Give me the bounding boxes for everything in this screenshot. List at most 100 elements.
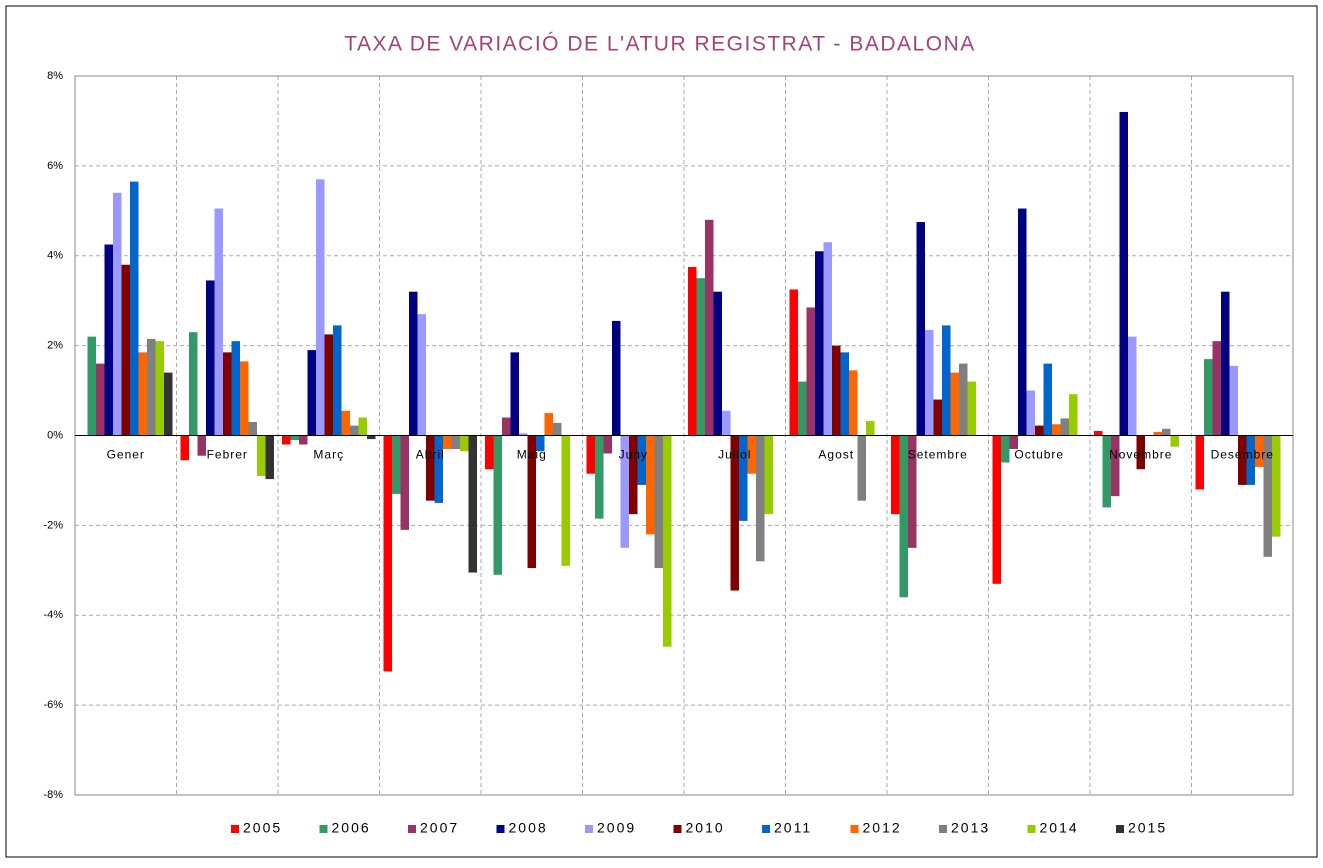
bar bbox=[595, 435, 604, 519]
bar bbox=[1246, 435, 1255, 485]
bar bbox=[1153, 431, 1162, 436]
legend-label: 2015 bbox=[1128, 820, 1167, 836]
bar bbox=[240, 361, 249, 436]
legend-label: 2006 bbox=[332, 820, 371, 836]
legend-swatch bbox=[585, 825, 593, 833]
bar bbox=[1128, 336, 1137, 436]
bar bbox=[1119, 111, 1128, 436]
bar bbox=[908, 435, 917, 548]
bar bbox=[1069, 394, 1078, 436]
bar bbox=[316, 179, 325, 436]
x-tick-label: Agost bbox=[818, 448, 854, 462]
bar bbox=[265, 435, 274, 480]
bar bbox=[392, 435, 401, 494]
bar bbox=[1001, 435, 1010, 463]
bar bbox=[341, 410, 350, 436]
bar bbox=[739, 435, 748, 521]
bar bbox=[959, 363, 968, 436]
bar bbox=[840, 352, 849, 436]
bar bbox=[417, 314, 426, 436]
bar bbox=[324, 334, 333, 436]
bar bbox=[553, 422, 562, 436]
y-tick-label: 8% bbox=[47, 70, 63, 82]
bar bbox=[1238, 435, 1247, 485]
bar bbox=[197, 435, 206, 456]
bar bbox=[223, 352, 232, 436]
bar bbox=[832, 345, 841, 436]
x-tick-label: Abril bbox=[416, 448, 445, 462]
bar bbox=[925, 329, 934, 436]
bar bbox=[916, 222, 925, 436]
bar bbox=[1255, 435, 1264, 467]
bar bbox=[443, 435, 452, 449]
bar bbox=[96, 363, 105, 436]
bar bbox=[899, 435, 908, 598]
legend-label: 2011 bbox=[774, 820, 812, 836]
bar bbox=[214, 208, 223, 436]
legend-swatch bbox=[319, 825, 328, 833]
bar bbox=[933, 399, 942, 436]
bar bbox=[950, 372, 959, 436]
legend-label: 2013 bbox=[951, 820, 990, 836]
y-tick-label: -2% bbox=[43, 519, 63, 531]
bar bbox=[764, 435, 773, 515]
legend-swatch bbox=[408, 825, 416, 833]
bar bbox=[87, 336, 96, 436]
legend-label: 2008 bbox=[509, 820, 548, 836]
x-tick-label: Març bbox=[313, 448, 344, 462]
x-tick-label: Desembre bbox=[1211, 448, 1274, 462]
bar bbox=[1212, 341, 1221, 436]
legend-swatch bbox=[231, 825, 239, 833]
bar bbox=[485, 435, 494, 470]
x-tick-label: Febrer bbox=[207, 448, 248, 462]
bar bbox=[189, 332, 198, 436]
bar bbox=[155, 341, 164, 436]
bar bbox=[147, 338, 156, 436]
bar bbox=[747, 435, 756, 474]
bar bbox=[1229, 365, 1238, 436]
x-tick-label: Maig bbox=[517, 448, 547, 462]
bar bbox=[138, 352, 147, 436]
bar bbox=[290, 435, 299, 440]
bar bbox=[942, 325, 951, 436]
bar bbox=[502, 417, 511, 436]
bar bbox=[383, 435, 392, 672]
bar bbox=[1221, 291, 1230, 436]
bar bbox=[544, 413, 553, 436]
bar bbox=[282, 435, 291, 445]
bar bbox=[493, 435, 502, 575]
bar bbox=[823, 242, 832, 436]
bar bbox=[722, 410, 731, 436]
legend-label: 2005 bbox=[243, 820, 282, 836]
bar bbox=[789, 289, 798, 436]
x-tick-label: Gener bbox=[107, 448, 145, 462]
bar bbox=[299, 435, 308, 445]
bar bbox=[1026, 390, 1035, 436]
bar bbox=[586, 435, 595, 474]
bar bbox=[510, 352, 519, 436]
legend-swatch bbox=[939, 825, 947, 833]
bar bbox=[1170, 435, 1179, 447]
bar bbox=[1136, 435, 1145, 470]
bar bbox=[654, 435, 663, 569]
bar bbox=[756, 435, 765, 562]
bar bbox=[798, 381, 807, 436]
bar bbox=[206, 280, 215, 436]
bar bbox=[333, 325, 342, 436]
bar bbox=[460, 435, 469, 452]
bar bbox=[434, 435, 443, 503]
y-tick-label: -4% bbox=[43, 609, 63, 621]
legend-swatch bbox=[673, 825, 682, 833]
legend-label: 2010 bbox=[686, 820, 725, 836]
bar bbox=[519, 433, 528, 436]
bar bbox=[1102, 435, 1111, 508]
bar bbox=[1111, 435, 1120, 497]
legend-swatch bbox=[762, 825, 770, 833]
bar bbox=[713, 291, 722, 436]
bar bbox=[121, 264, 130, 436]
bar bbox=[130, 181, 139, 436]
bar bbox=[806, 307, 815, 436]
legend-swatch bbox=[850, 825, 859, 833]
x-tick-label: Octubre bbox=[1014, 448, 1064, 462]
bar bbox=[350, 425, 359, 436]
